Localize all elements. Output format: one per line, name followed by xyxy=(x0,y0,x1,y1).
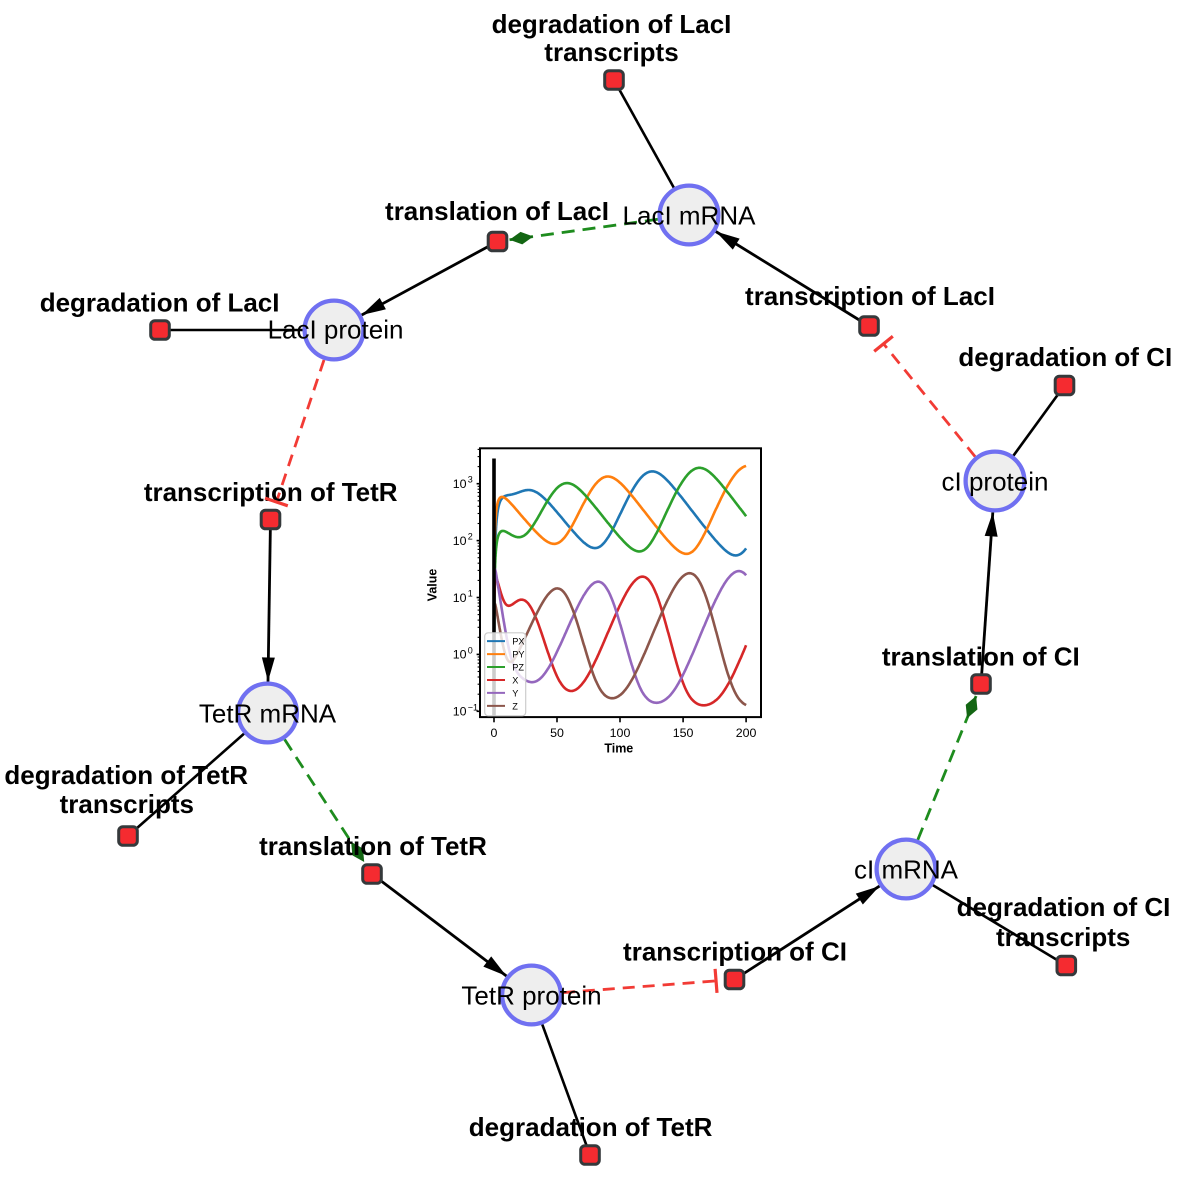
svg-text:10: 10 xyxy=(453,648,467,662)
svg-text:PY: PY xyxy=(512,650,524,660)
svg-text:150: 150 xyxy=(673,726,694,740)
svg-text:degradation of CI: degradation of CI xyxy=(957,892,1171,922)
svg-text:10: 10 xyxy=(453,591,467,605)
svg-text:PZ: PZ xyxy=(512,662,524,672)
svg-text:transcription of TetR: transcription of TetR xyxy=(144,477,398,507)
svg-text:transcripts: transcripts xyxy=(544,37,678,67)
svg-text:TetR protein: TetR protein xyxy=(461,981,601,1011)
svg-text:X: X xyxy=(512,675,518,685)
svg-text:200: 200 xyxy=(736,726,757,740)
svg-text:degradation of CI: degradation of CI xyxy=(958,342,1172,372)
svg-text:2: 2 xyxy=(468,532,473,542)
svg-text:translation of TetR: translation of TetR xyxy=(259,831,487,861)
svg-text:degradation of TetR: degradation of TetR xyxy=(4,760,248,790)
svg-text:cI protein: cI protein xyxy=(942,467,1049,497)
svg-text:100: 100 xyxy=(610,726,631,740)
svg-text:Z: Z xyxy=(512,701,518,711)
svg-text:Y: Y xyxy=(512,688,518,698)
svg-text:transcription of LacI: transcription of LacI xyxy=(745,281,995,311)
svg-text:10: 10 xyxy=(453,534,467,548)
svg-text:50: 50 xyxy=(550,726,564,740)
svg-text:−1: −1 xyxy=(468,702,478,712)
svg-text:LacI protein: LacI protein xyxy=(268,314,404,344)
svg-text:translation of CI: translation of CI xyxy=(882,642,1080,672)
svg-text:cI mRNA: cI mRNA xyxy=(854,855,959,885)
svg-text:0: 0 xyxy=(491,726,498,740)
svg-text:translation of LacI: translation of LacI xyxy=(385,196,609,226)
svg-text:transcripts: transcripts xyxy=(996,922,1130,952)
svg-text:1: 1 xyxy=(468,589,473,599)
svg-text:degradation of LacI: degradation of LacI xyxy=(492,9,732,39)
svg-text:transcripts: transcripts xyxy=(60,789,194,819)
svg-text:0: 0 xyxy=(468,645,473,655)
svg-text:PX: PX xyxy=(512,637,524,647)
svg-text:10: 10 xyxy=(453,477,467,491)
svg-text:LacI mRNA: LacI mRNA xyxy=(623,201,757,231)
svg-text:degradation of TetR: degradation of TetR xyxy=(469,1112,713,1142)
svg-text:10: 10 xyxy=(453,705,467,719)
svg-text:transcription of CI: transcription of CI xyxy=(623,937,847,967)
svg-text:Value: Value xyxy=(426,569,440,602)
svg-text:3: 3 xyxy=(468,475,473,485)
svg-text:TetR mRNA: TetR mRNA xyxy=(199,699,337,729)
svg-text:Time: Time xyxy=(604,742,633,756)
svg-text:degradation of LacI: degradation of LacI xyxy=(40,288,280,318)
